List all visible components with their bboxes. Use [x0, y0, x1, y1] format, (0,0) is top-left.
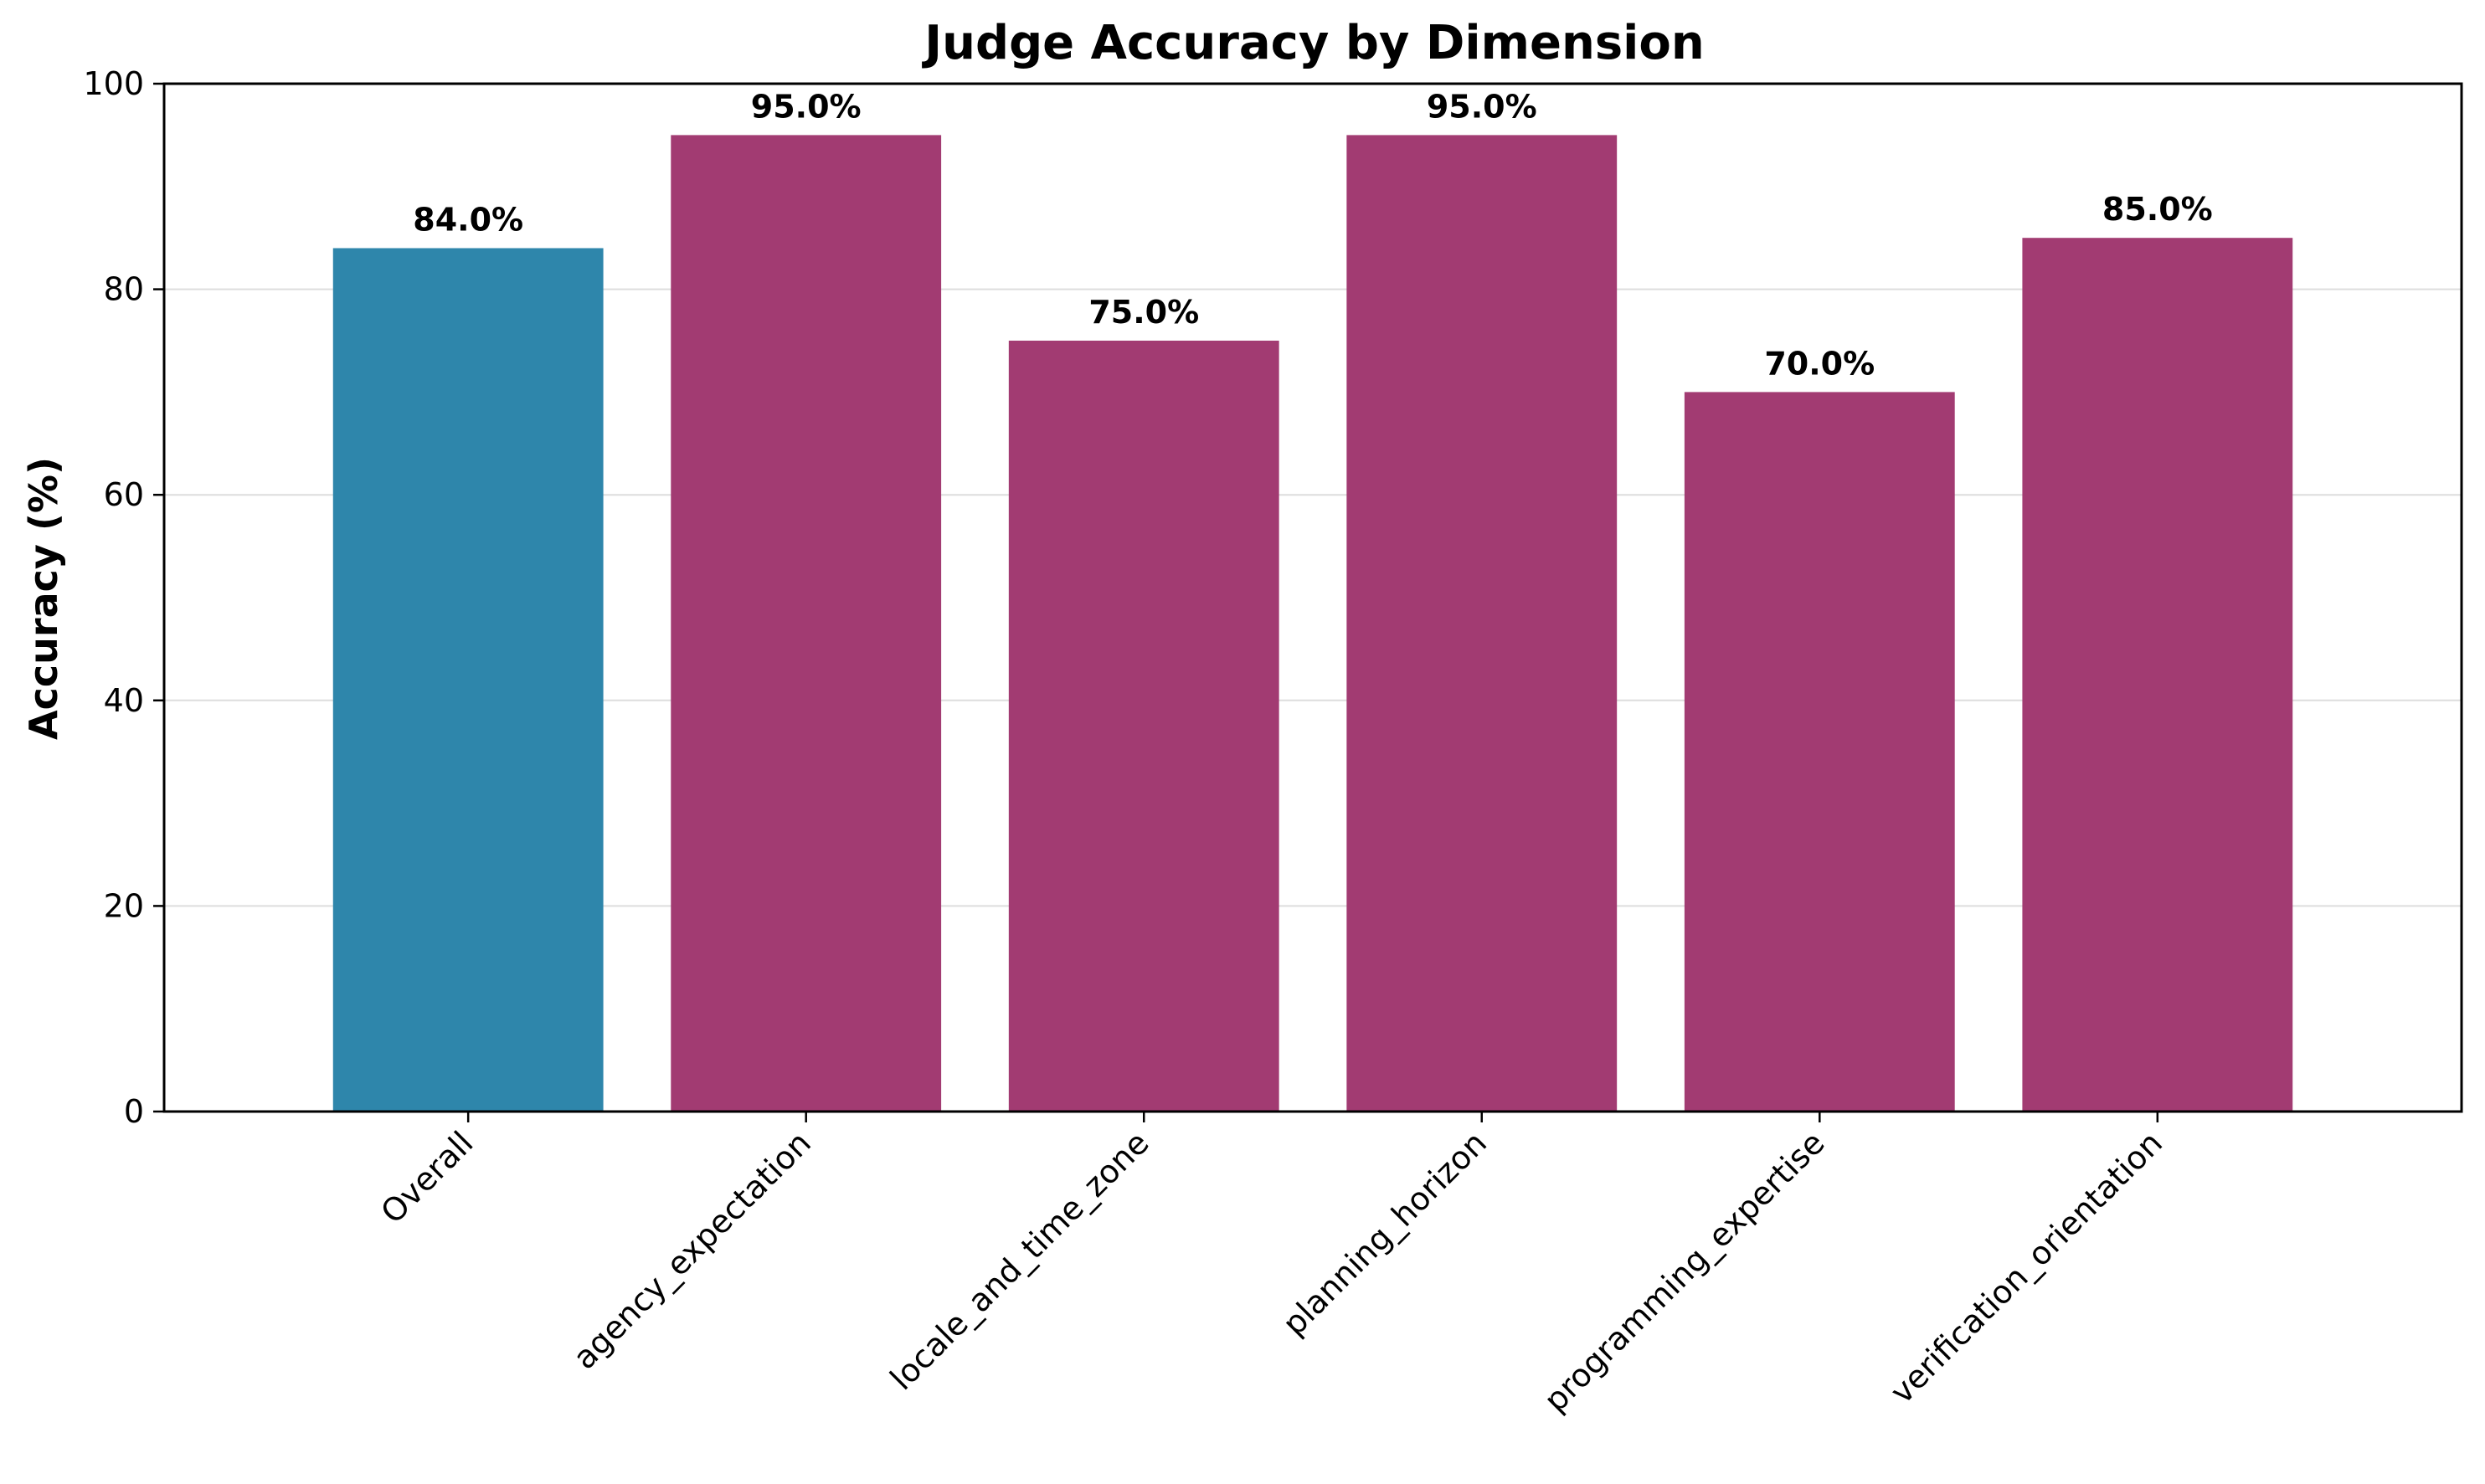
bar [2022, 238, 2292, 1112]
x-tick-label: Overall [373, 1124, 480, 1230]
bar [1009, 341, 1279, 1112]
y-tick-label: 100 [83, 65, 144, 102]
y-tick-label: 80 [104, 271, 144, 308]
value-label: 95.0% [751, 88, 862, 125]
x-tick-label: verification_orientation [1883, 1124, 2169, 1410]
bar [1685, 392, 1955, 1112]
y-axis: 0 20 40 60 80 100 [83, 65, 164, 1130]
x-tick-label: agency_expectation [566, 1124, 818, 1376]
bar [333, 248, 604, 1112]
bar [1346, 135, 1617, 1112]
value-label: 75.0% [1088, 294, 1199, 331]
bar [671, 135, 941, 1112]
value-label: 85.0% [2102, 191, 2213, 228]
y-tick-label: 40 [104, 682, 144, 719]
bars [333, 135, 2292, 1112]
y-tick-label: 20 [104, 887, 144, 924]
x-tick-label: programming_expertise [1537, 1124, 1832, 1419]
x-axis: Overall agency_expectation locale_and_time… [373, 1112, 2169, 1419]
y-axis-label: Accuracy (%) [21, 457, 66, 740]
value-label: 84.0% [413, 201, 523, 238]
value-label: 70.0% [1764, 345, 1875, 382]
x-tick-label: locale_and_time_zone [883, 1124, 1156, 1397]
y-tick-label: 0 [124, 1093, 144, 1130]
y-tick-label: 60 [104, 476, 144, 513]
value-label: 95.0% [1427, 88, 1537, 125]
chart-title: Judge Accuracy by Dimension [921, 16, 1704, 70]
x-tick-label: planning_horizon [1275, 1124, 1494, 1343]
